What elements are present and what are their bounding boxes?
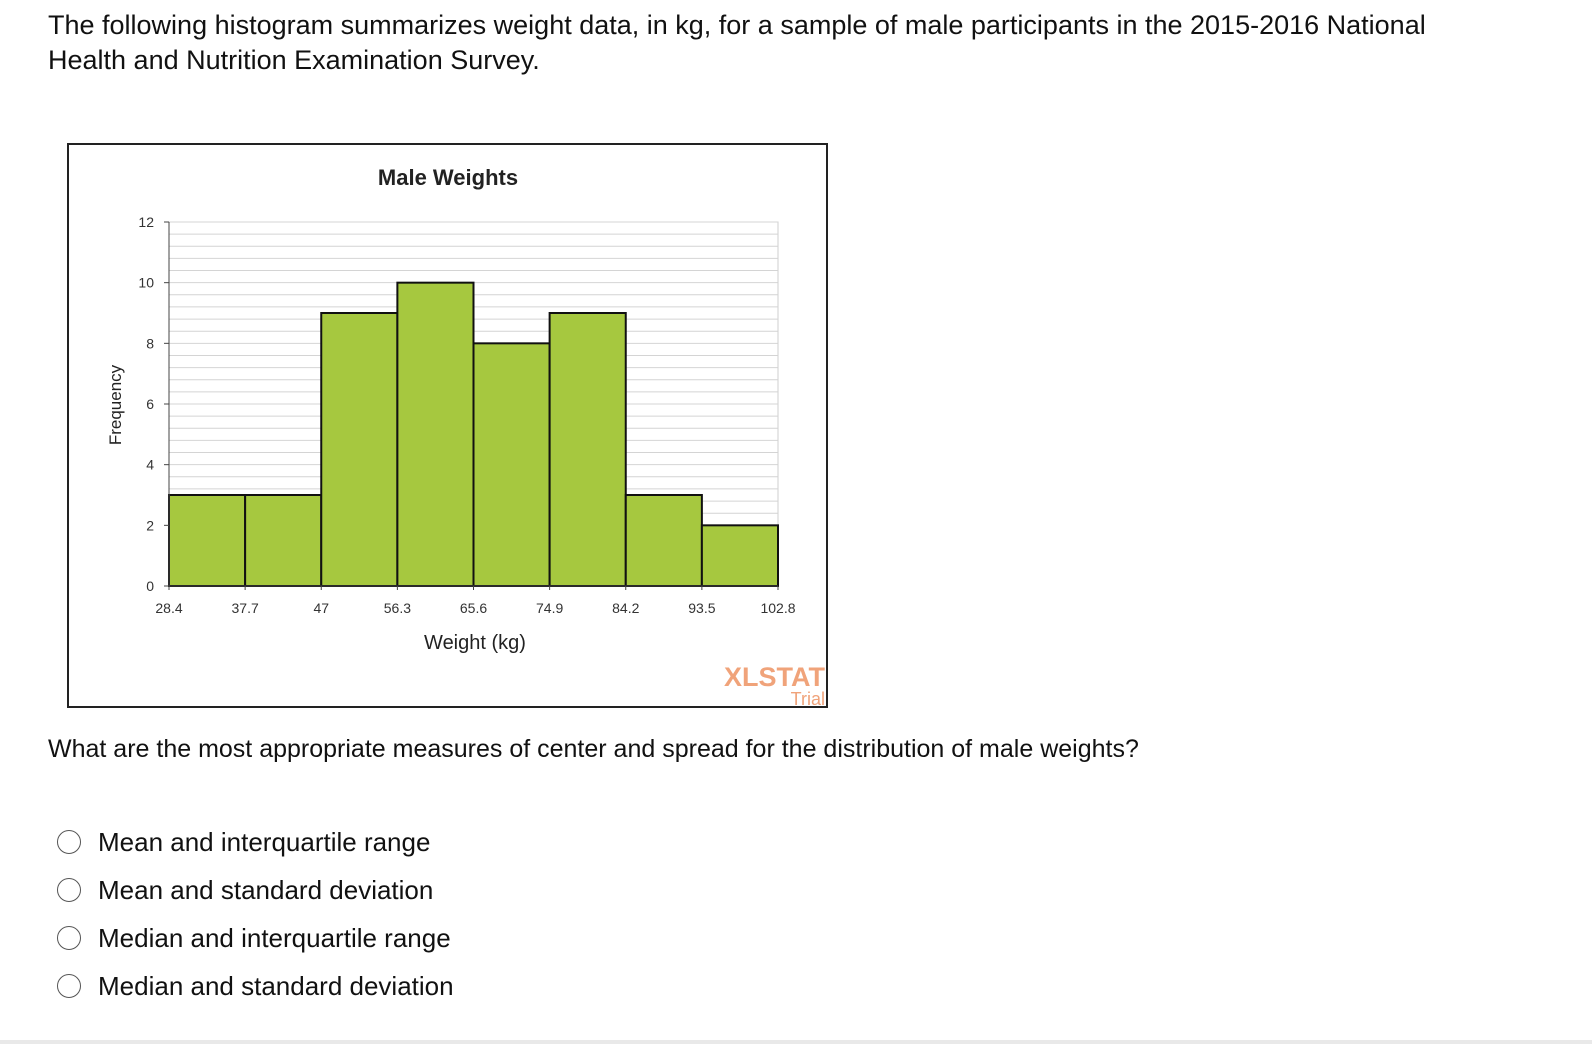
y-tick-label: 12 bbox=[138, 214, 154, 230]
x-tick-label: 93.5 bbox=[688, 600, 715, 616]
page-bottom-divider bbox=[0, 1040, 1592, 1044]
y-tick-label: 6 bbox=[146, 396, 154, 412]
histogram-chart: 0 2 4 6 8 10 12 28.4 37.7 47 56.3 65.6 74.9 84.2 93.5 1… bbox=[67, 143, 828, 709]
y-tick-label: 2 bbox=[146, 517, 154, 533]
histogram-bar bbox=[548, 312, 627, 587]
histogram-bar bbox=[700, 524, 779, 588]
x-tick-label: 65.6 bbox=[460, 600, 487, 616]
axes: 0 2 4 6 8 10 12 28.4 37.7 47 56.3 65.6 74.9 84.2 93.5 1… bbox=[138, 214, 795, 616]
histogram-svg: 0 2 4 6 8 10 12 28.4 37.7 47 56.3 65.6 74.9 84.2 93.5 1… bbox=[106, 165, 825, 709]
answer-option-label: Mean and interquartile range bbox=[98, 827, 431, 857]
x-tick-label: 47 bbox=[313, 600, 329, 616]
watermark-brand: XLSTAT bbox=[724, 662, 825, 692]
radio-button[interactable] bbox=[57, 830, 81, 854]
x-tick-label: 84.2 bbox=[612, 600, 639, 616]
x-tick-label: 74.9 bbox=[536, 600, 563, 616]
y-tick-label: 10 bbox=[138, 275, 154, 291]
question-prompt: What are the most appropriate measures o… bbox=[48, 735, 1139, 763]
y-axis-label: Frequency bbox=[106, 364, 125, 445]
watermark-sub: Trial bbox=[791, 689, 825, 709]
answer-option-median-sd[interactable]: Median and standard deviation bbox=[57, 962, 454, 1010]
x-tick-label: 28.4 bbox=[155, 600, 182, 616]
radio-button[interactable] bbox=[57, 974, 81, 998]
x-tick-label: 37.7 bbox=[232, 600, 259, 616]
answer-option-median-iqr[interactable]: Median and interquartile range bbox=[57, 914, 454, 962]
answer-option-label: Mean and standard deviation bbox=[98, 875, 434, 905]
answer-option-mean-sd[interactable]: Mean and standard deviation bbox=[57, 866, 454, 914]
radio-button[interactable] bbox=[57, 926, 81, 950]
y-tick-label: 8 bbox=[146, 335, 154, 351]
x-tick-label: 56.3 bbox=[384, 600, 411, 616]
chart-title: Male Weights bbox=[378, 165, 518, 190]
histogram-bar bbox=[396, 281, 475, 588]
question-intro: The following histogram summarizes weigh… bbox=[48, 10, 1426, 75]
x-tick-label: 102.8 bbox=[760, 600, 795, 616]
histogram-bar bbox=[244, 494, 323, 587]
x-axis-label: Weight (kg) bbox=[424, 632, 526, 654]
answer-option-mean-iqr[interactable]: Mean and interquartile range bbox=[57, 818, 454, 866]
radio-button[interactable] bbox=[57, 878, 81, 902]
answer-option-label: Median and interquartile range bbox=[98, 923, 451, 953]
bars bbox=[168, 281, 779, 588]
answer-options: Mean and interquartile range Mean and st… bbox=[57, 818, 454, 1010]
histogram-bar bbox=[624, 494, 703, 587]
histogram-bar bbox=[472, 342, 551, 587]
answer-option-label: Median and standard deviation bbox=[98, 971, 454, 1001]
y-tick-label: 0 bbox=[146, 578, 154, 594]
histogram-bar bbox=[320, 312, 399, 587]
histogram-bar bbox=[168, 494, 247, 587]
y-tick-label: 4 bbox=[146, 457, 154, 473]
